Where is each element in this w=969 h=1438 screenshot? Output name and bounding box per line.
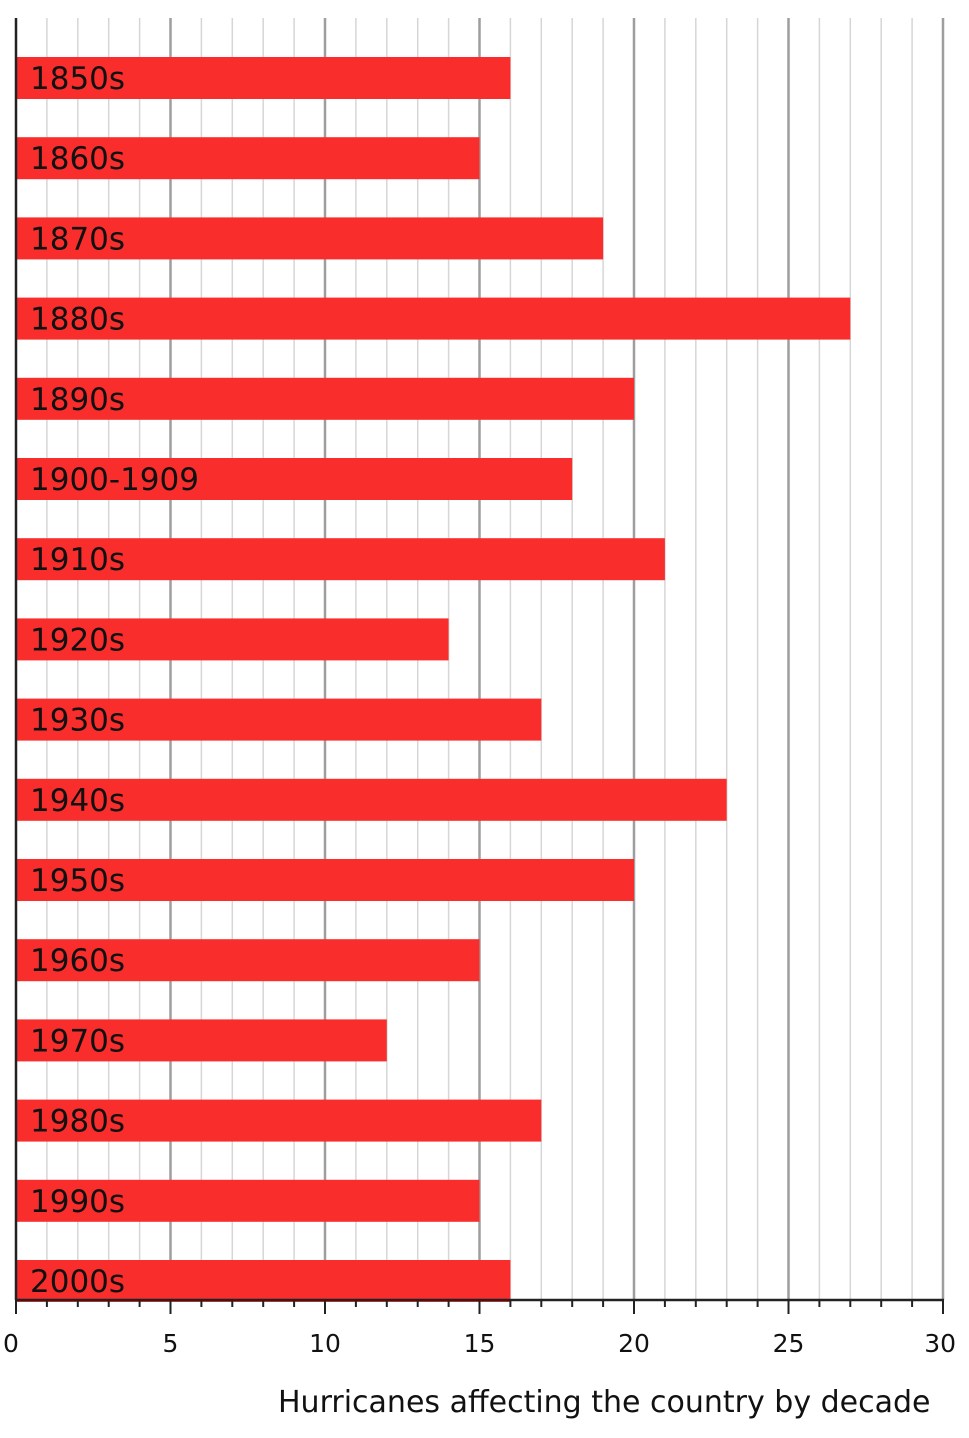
category-label: 1940s — [30, 783, 125, 819]
category-label: 1860s — [30, 141, 125, 177]
bar-1960s — [16, 939, 480, 982]
x-tick-label: 15 — [464, 1329, 496, 1358]
bar-2000s — [16, 1260, 511, 1302]
x-axis: 0 5 10 15 20 25 30 — [3, 18, 956, 1358]
category-label: 1930s — [30, 703, 125, 739]
bar-1920s — [16, 618, 449, 661]
bar-1890s — [16, 377, 634, 420]
category-label: 2000s — [30, 1264, 125, 1300]
category-label: 1960s — [30, 943, 125, 979]
category-label: 1890s — [30, 382, 125, 418]
category-label: 1950s — [30, 863, 125, 899]
category-label: 1990s — [30, 1184, 125, 1220]
bar-1860s — [16, 137, 480, 180]
x-tick-label: 30 — [924, 1329, 956, 1358]
bar-1940s — [16, 778, 727, 821]
category-label: 1920s — [30, 622, 125, 658]
x-tick-label: 10 — [309, 1329, 341, 1358]
x-tick-label: 20 — [618, 1329, 650, 1358]
bar-1950s — [16, 859, 634, 901]
bars: 1850s 1860s 1870s 1880s 1890s 1900-1909 1910s 1… — [16, 57, 851, 1302]
category-label: 1850s — [30, 61, 125, 97]
x-tick-label: 5 — [163, 1329, 179, 1358]
bar-1910s — [16, 538, 665, 581]
category-label: 1880s — [30, 302, 125, 338]
bar-1990s — [16, 1179, 480, 1222]
x-tick-label: 25 — [773, 1329, 805, 1358]
bar-1930s — [16, 698, 542, 741]
bar-1850s — [16, 57, 511, 99]
category-label: 1900-1909 — [30, 462, 199, 498]
bar-1880s — [16, 297, 851, 340]
x-tick-label: 0 — [3, 1329, 19, 1358]
bar-1870s — [16, 217, 604, 260]
category-label: 1910s — [30, 542, 125, 578]
x-axis-title: Hurricanes affecting the country by deca… — [278, 1385, 931, 1420]
bar-1900-1909 — [16, 458, 573, 500]
category-label: 1980s — [30, 1104, 125, 1140]
bar-1980s — [16, 1099, 542, 1142]
bar-1970s — [16, 1019, 387, 1062]
category-label: 1870s — [30, 221, 125, 257]
category-label: 1970s — [30, 1023, 125, 1059]
